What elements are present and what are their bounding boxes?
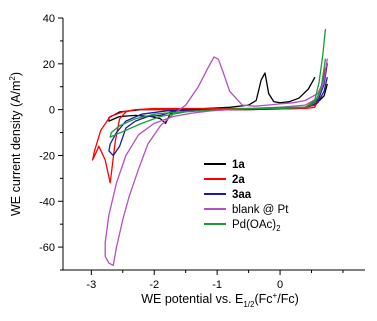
legend: 1a 2a 3aa blank @ Pt Pd(OAc)2 [204, 159, 289, 233]
x-tick-label: 0 [277, 279, 283, 291]
y-tick-label: -20 [39, 150, 55, 162]
x-tick-label: -3 [86, 279, 96, 291]
legend-label: Pd(OAc)2 [232, 219, 281, 233]
y-tick-label: -60 [39, 242, 55, 254]
series-line-pd-oac-2 [109, 28, 327, 138]
x-tick-label: -2 [149, 279, 159, 291]
series-line-1a [108, 72, 328, 125]
legend-label: 2a [232, 174, 245, 186]
y-axis-title: WE current density (A/m2) [8, 72, 23, 216]
y-tick-label: -40 [39, 196, 55, 208]
y-tick-label: 0 [49, 105, 55, 117]
legend-label: 3aa [232, 189, 252, 201]
series-layer [91, 28, 328, 267]
legend-label: blank @ Pt [232, 204, 289, 216]
x-tick-label: -1 [212, 279, 222, 291]
y-tick-label: 40 [43, 13, 55, 25]
ticks: 40 20 0 -20 -40 -60 -3 -2 -1 0 [39, 13, 344, 291]
series-line-2a [91, 67, 327, 184]
plot-area [91, 28, 328, 267]
legend-label: 1a [232, 159, 245, 171]
y-tick-label: 20 [43, 59, 55, 71]
axes [62, 18, 365, 271]
series-line-blank-pt [104, 56, 328, 267]
axis-titles: WE potential vs. E1/2(Fc+/Fc) WE current … [8, 72, 299, 309]
x-axis-title: WE potential vs. E1/2(Fc+/Fc) [141, 291, 299, 309]
